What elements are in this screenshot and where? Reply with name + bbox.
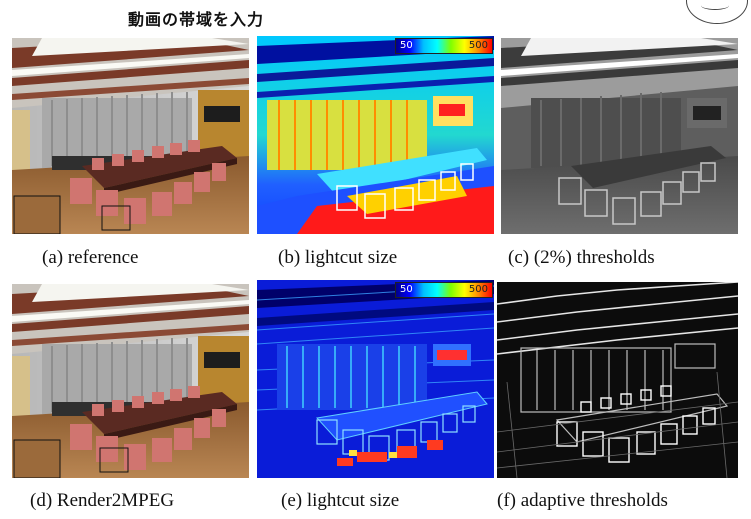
header-title: 動画の帯域を入力 xyxy=(128,10,265,29)
caption-f: (f) adaptive thresholds xyxy=(497,490,668,511)
panel-e-lightcut-heatmap xyxy=(257,280,494,478)
caption-d: (d) Render2MPEG xyxy=(30,490,175,511)
colorbar-e: 50 500 xyxy=(395,282,493,298)
panel-b-lightcut-heatmap xyxy=(257,36,494,234)
colorbar-b: 50 500 xyxy=(395,38,493,54)
colorbar-e-max: 500 xyxy=(468,284,488,295)
decorative-arc-icon xyxy=(686,0,748,24)
caption-a: (a) reference xyxy=(42,247,139,268)
caption-c: (c) (2%) thresholds xyxy=(508,247,655,268)
colorbar-e-min: 50 xyxy=(400,284,413,295)
panel-a-reference-image xyxy=(12,38,249,234)
colorbar-b-min: 50 xyxy=(400,40,413,51)
panel-d-render2mpeg-image xyxy=(12,284,249,478)
caption-b: (b) lightcut size xyxy=(278,247,398,268)
panel-f-adaptive-thresholds-image xyxy=(497,282,738,478)
colorbar-b-max: 500 xyxy=(468,40,488,51)
caption-e: (e) lightcut size xyxy=(281,490,400,511)
panel-c-thresholds-image xyxy=(501,38,738,234)
